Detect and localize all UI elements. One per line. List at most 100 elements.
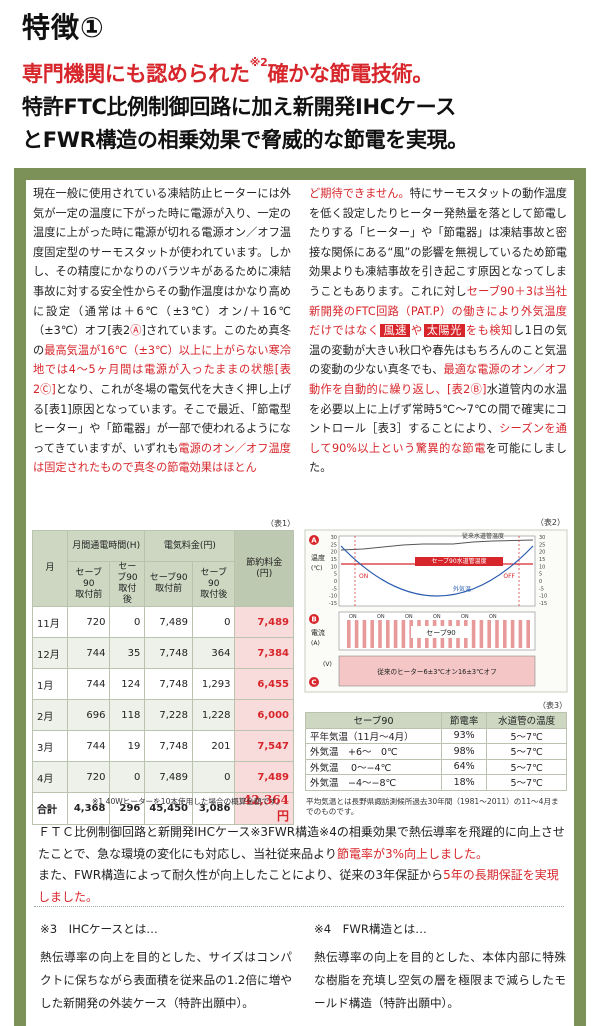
table-cell: 5～7℃: [486, 774, 567, 791]
note-body: 熱伝導率の向上を目的とした、サイズはコンパクトに保ちながら表面積を従来品の1.2…: [40, 950, 292, 1010]
text-run: を可能にしました。: [309, 441, 567, 475]
tick-label: 30: [539, 535, 545, 541]
table-cell: 7,547: [234, 730, 294, 762]
pulse: [503, 620, 507, 648]
marker-label: A: [311, 537, 317, 545]
table-cell: 64%: [440, 758, 488, 775]
emphasis: 電源のオン／オフ温度は固定されたもので真冬の節電効果はほとん: [33, 441, 291, 475]
header-cell: 節約料金(円): [234, 530, 294, 607]
table-cell: 18%: [440, 774, 488, 791]
table-row: 3月 744 19 7,748 201 7,547: [32, 730, 294, 762]
text-column: ど期待できません。特にサーモスタットの動作温度を低く設定したりヒーター発熱量を落…: [309, 184, 567, 478]
header-row: セーブ90 節電率 水道管の温度: [305, 712, 567, 729]
table-cell: 201: [191, 730, 236, 762]
highlight: 風速: [380, 324, 410, 338]
note-title: ※4 FWR構造とは…: [314, 922, 427, 936]
table-cell: 2月: [32, 699, 68, 731]
tick-label: 25: [539, 542, 545, 548]
header-row: セーブ90 取付前 セーブ90 取付後 セーブ90 取付前 セーブ90 取付後: [33, 561, 294, 607]
table-cell: 1月: [32, 668, 68, 700]
pulse: [370, 620, 374, 648]
note: ※3 IHCケースとは… 熱伝導率の向上を目的とした、サイズはコンパクトに保ちな…: [40, 918, 292, 1015]
table-cell: 118: [109, 699, 146, 731]
table-cell: 744: [66, 637, 111, 669]
table-cell: 0: [191, 761, 236, 793]
table-cell: 外気温 0～−4℃: [305, 758, 442, 775]
table-cell: 7,748: [144, 637, 193, 669]
tick-label: -10: [539, 594, 547, 600]
tick-label: -5: [332, 586, 337, 592]
table-cell: 平年気温（11月～4月）: [305, 727, 442, 744]
tick-label: 5: [539, 572, 542, 578]
save-box: [411, 626, 471, 638]
header-cell: セーブ90 取付後: [109, 561, 146, 607]
emphasis: 節電率が3%向上しました。: [336, 846, 488, 861]
header-line: 取付前: [75, 589, 103, 600]
table-row: 外気温 −4～−8℃ 18% 5～7℃: [305, 774, 567, 791]
emphasis: や: [410, 324, 423, 338]
table-row: 11月 720 0 7,489 0 7,489: [32, 606, 294, 638]
header-line: セーブ90: [117, 562, 138, 583]
axis-unit: (V): [323, 661, 332, 668]
on-label: ON: [359, 573, 368, 580]
table-row: 合計 4,368 296 45,450 3,086 42,364円: [32, 792, 294, 825]
header-line: 取付後: [200, 589, 228, 600]
table-cell: 5～7℃: [486, 758, 567, 775]
table-cell: 296: [109, 792, 146, 825]
text-run: ＦＴＣ比例制御回路と新開発IHCケース※3FWR構造※4の相乗効果で熱伝導率を飛…: [38, 825, 565, 861]
table-cell: 3月: [32, 730, 68, 762]
off-label: OFF: [503, 573, 515, 580]
conventional-heater-label: 従来のヒーター6±3℃オン16±3℃オフ: [377, 667, 496, 676]
tick-label: 0: [539, 579, 542, 585]
tick-label: -5: [539, 586, 544, 592]
table-row: 1月 744 124 7,748 1,293 6,455: [32, 668, 294, 700]
table-row: 平年気温（11月～4月） 93% 5～7℃: [305, 727, 567, 744]
table-cell: 35: [109, 637, 146, 669]
headline-note: ※2: [249, 56, 268, 69]
table-rates: セーブ90 節電率 水道管の温度 平年気温（11月～4月） 93% 5～7℃ 外気温 +6～…: [305, 712, 567, 791]
tick-label: 20: [539, 550, 545, 556]
table-cell: 外気温 +6～ 0℃: [305, 743, 442, 760]
headline-line: 特許FTC比例制御回路に加え新開発IHCケース: [22, 95, 456, 119]
tick-label: 10: [331, 564, 337, 570]
axis-unit: (A): [311, 640, 320, 647]
tick-label: 15: [539, 557, 545, 563]
table-cell: 744: [66, 668, 111, 700]
table-cell: 7,748: [144, 668, 193, 700]
emphasis: シーズンを通して90%以上という驚異的な節電: [309, 422, 567, 455]
table-cell: 19: [109, 730, 146, 762]
emphasis: セーブ90＋3は当社新開発のFTC回路（PAT.P）の働きにより外気温度だけでは…: [309, 284, 567, 338]
pulse: [510, 620, 515, 648]
emphasis: 最高気温が16℃（±3℃）以上に上がらない寒冷地では4～5ヶ月間は電源が入ったま…: [33, 343, 291, 396]
text-run: ]されています。このため真冬の: [33, 324, 291, 357]
on-label: ON: [461, 614, 469, 620]
tick-label: 10: [539, 564, 545, 570]
marker: [309, 614, 319, 624]
tick-label: 25: [331, 542, 337, 548]
table-cell: 1,228: [191, 699, 236, 731]
divider: [34, 906, 564, 907]
marker-label: B: [311, 616, 316, 624]
table-cell: 7,489: [144, 761, 193, 793]
table-cell: 7,228: [144, 699, 193, 731]
table-row: 外気温 0～−4℃ 64% 5～7℃: [305, 758, 567, 775]
tick-label: 30: [331, 535, 337, 541]
conventional-curve: [340, 539, 534, 551]
save-pipe-label: セーブ90水道管温度: [431, 557, 486, 565]
table-cell: 合計: [32, 792, 68, 825]
header-cell: セーブ90 取付前: [144, 561, 193, 607]
table-cell: 5～7℃: [486, 743, 567, 760]
save-panel-label: セーブ90: [426, 628, 456, 637]
axis-label: 温度: [311, 553, 325, 562]
tick-label: -15: [329, 601, 337, 607]
table-cell: 98%: [440, 743, 488, 760]
header-cell: 月間通電時間(H): [66, 530, 146, 562]
on-label: ON: [377, 614, 385, 620]
pulse: [354, 620, 359, 648]
header-line: 取付後: [118, 584, 137, 605]
pulse: [393, 620, 398, 648]
pulse: [526, 620, 530, 648]
text-column: 現在一般に使用されている凍結防止ヒーターには外気が一定の温度に下がった時に電源が…: [33, 184, 291, 478]
diagram-table2: （表2） セーブ90水道管温度 従来水道管温度 外気温 ON OFF 30252…: [304, 517, 568, 693]
